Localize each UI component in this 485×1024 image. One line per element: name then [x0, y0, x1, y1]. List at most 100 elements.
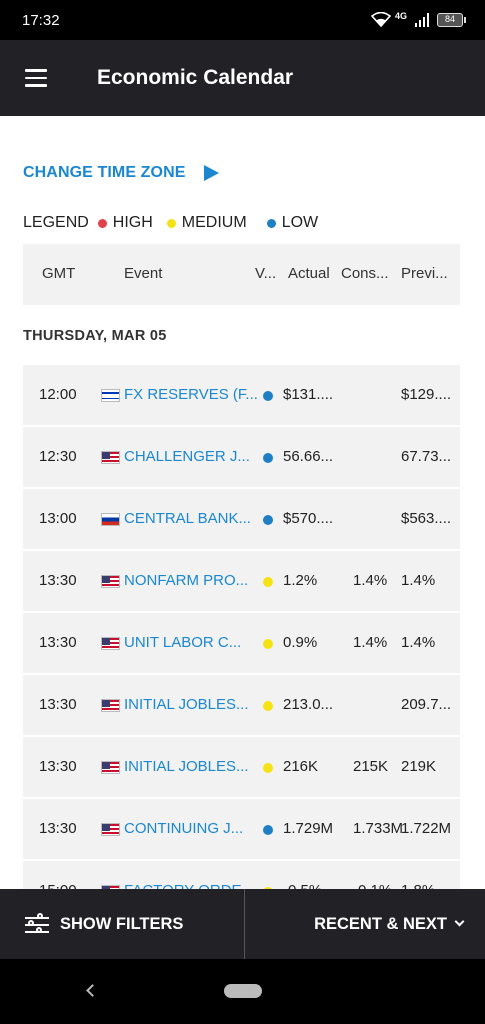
event-link[interactable]: NONFARM PRO... — [124, 572, 249, 589]
play-arrow-icon — [203, 165, 219, 181]
event-link[interactable]: CENTRAL BANK... — [124, 510, 251, 527]
header-actual[interactable]: Actual — [288, 265, 330, 282]
battery-icon: 84 — [437, 13, 466, 27]
impact-dot-icon — [263, 639, 273, 649]
row-time: 13:30 — [39, 758, 77, 775]
show-filters-label: SHOW FILTERS — [60, 914, 184, 933]
flag-us-icon — [101, 575, 120, 588]
legend-item-high: HIGH — [97, 214, 153, 232]
row-time: 13:30 — [39, 572, 77, 589]
header-event[interactable]: Event — [124, 265, 163, 282]
status-icons: 4G 84 — [370, 11, 466, 28]
event-link[interactable]: FX RESERVES (F... — [124, 386, 258, 403]
impact-dot-icon — [263, 391, 273, 401]
status-bar: 17:32 4G 84 — [0, 0, 485, 40]
row-previous: $563.... — [401, 510, 452, 527]
legend-item-low: LOW — [266, 214, 318, 232]
header-gmt[interactable]: GMT — [42, 265, 76, 282]
impact-dot-icon — [263, 825, 273, 835]
row-actual: 213.0... — [283, 696, 334, 713]
show-filters-button[interactable]: SHOW FILTERS — [0, 889, 245, 959]
legend-item-medium: MEDIUM — [166, 214, 247, 232]
row-time: 13:30 — [39, 634, 77, 651]
legend: LEGEND HIGH MEDIUM LOW — [23, 214, 318, 232]
row-consensus: 215K — [353, 758, 389, 775]
row-previous: 1.4% — [401, 572, 436, 589]
event-link[interactable]: INITIAL JOBLES... — [124, 696, 249, 713]
row-consensus: 1.4% — [353, 634, 388, 651]
impact-dot-icon — [263, 887, 273, 889]
day-heading: THURSDAY, MAR 05 — [23, 328, 167, 344]
row-time: 13:00 — [39, 510, 77, 527]
impact-dot-icon — [263, 701, 273, 711]
table-row[interactable]: 12:30 CHALLENGER J... 56.66... 67.73... — [23, 427, 460, 487]
impact-dot-icon — [263, 453, 273, 463]
row-previous: 67.73... — [401, 448, 452, 465]
header-previous[interactable]: Previ... — [401, 265, 448, 282]
row-actual: $570.... — [283, 510, 334, 527]
high-impact-dot-icon — [97, 218, 107, 228]
event-link[interactable]: FACTORY ORDE... — [124, 882, 259, 889]
event-link[interactable]: CONTINUING J... — [124, 820, 244, 837]
table-row[interactable]: 13:30 UNIT LABOR C... 0.9% 1.4% 1.4% — [23, 613, 460, 673]
table-row[interactable]: 13:30 INITIAL JOBLES... 213.0... 209.7... — [23, 675, 460, 735]
row-time: 13:30 — [39, 696, 77, 713]
flag-ru-icon — [101, 513, 120, 526]
row-actual: 216K — [283, 758, 319, 775]
chevron-down-icon — [454, 916, 465, 927]
row-previous: 1.8% — [401, 882, 435, 889]
change-time-zone-label: CHANGE TIME ZONE — [23, 164, 186, 181]
event-link[interactable]: UNIT LABOR C... — [124, 634, 242, 651]
flag-us-icon — [101, 761, 120, 774]
row-consensus: 1.4% — [353, 572, 388, 589]
wifi-icon — [370, 12, 391, 28]
legend-label: LEGEND — [23, 214, 89, 231]
row-actual: -0.5% — [283, 882, 322, 889]
impact-dot-icon — [263, 763, 273, 773]
impact-dot-icon — [263, 577, 273, 587]
event-link[interactable]: CHALLENGER J... — [124, 448, 250, 465]
row-time: 15:00 — [39, 882, 77, 889]
header-consensus[interactable]: Cons... — [341, 265, 389, 282]
row-previous: 219K — [401, 758, 437, 775]
event-list: 12:00 FX RESERVES (F... $131.... $129.... 12… — [23, 365, 460, 889]
table-row[interactable]: 13:30 CONTINUING J... 1.729M 1.733M 1.722M — [23, 799, 460, 859]
table-row[interactable]: 12:00 FX RESERVES (F... $131.... $129.... — [23, 365, 460, 425]
low-impact-dot-icon — [266, 218, 276, 228]
row-time: 12:30 — [39, 448, 77, 465]
row-actual: $131.... — [283, 386, 334, 403]
menu-icon[interactable] — [25, 69, 47, 87]
row-consensus: -0.1% — [353, 882, 392, 889]
table-row[interactable]: 13:00 CENTRAL BANK... $570.... $563.... — [23, 489, 460, 549]
table-row[interactable]: 15:00 FACTORY ORDE... -0.5% -0.1% 1.8% — [23, 861, 460, 889]
table-header: GMT Event V... Actual Cons... Previ... — [23, 244, 460, 305]
network-type: 4G — [394, 11, 407, 21]
flag-us-icon — [101, 699, 120, 712]
medium-impact-dot-icon — [166, 218, 176, 228]
system-nav-bar — [0, 959, 485, 1024]
app-bar: Economic Calendar — [0, 40, 485, 116]
row-consensus: 1.733M — [353, 820, 404, 837]
recent-next-button[interactable]: RECENT & NEXT — [245, 889, 485, 959]
row-actual: 56.66... — [283, 448, 334, 465]
page-title: Economic Calendar — [97, 66, 294, 89]
row-actual: 1.2% — [283, 572, 318, 589]
flag-us-icon — [101, 451, 120, 464]
event-link[interactable]: INITIAL JOBLES... — [124, 758, 249, 775]
back-icon[interactable] — [86, 984, 99, 997]
table-row[interactable]: 13:30 NONFARM PRO... 1.2% 1.4% 1.4% — [23, 551, 460, 611]
row-previous: $129.... — [401, 386, 452, 403]
impact-dot-icon — [263, 515, 273, 525]
flag-us-icon — [101, 637, 120, 650]
row-time: 12:00 — [39, 386, 77, 403]
status-time: 17:32 — [22, 11, 60, 29]
table-row[interactable]: 13:30 INITIAL JOBLES... 216K 215K 219K — [23, 737, 460, 797]
flag-il-icon — [101, 389, 120, 402]
row-previous: 1.722M — [401, 820, 452, 837]
row-actual: 1.729M — [283, 820, 334, 837]
main-content: CHANGE TIME ZONE LEGEND HIGH MEDIUM LOW … — [0, 116, 485, 889]
header-volatility[interactable]: V... — [255, 265, 277, 282]
recent-next-label: RECENT & NEXT — [314, 914, 447, 933]
change-time-zone-link[interactable]: CHANGE TIME ZONE — [23, 164, 219, 182]
home-pill-icon[interactable] — [224, 984, 262, 998]
